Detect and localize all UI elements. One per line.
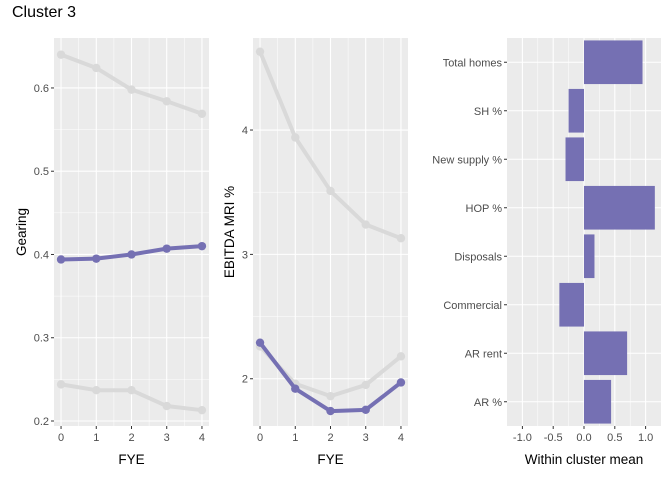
other-series-point (197, 405, 207, 415)
highlight-series-point (56, 255, 66, 264)
x-tick-label: 1 (292, 432, 298, 444)
highlight-series-point (197, 241, 207, 251)
y-axis-title: EBITDA MRI % (222, 186, 237, 278)
x-tick-label: 1 (93, 432, 99, 444)
highlight-series-point (361, 405, 370, 415)
other-series-point (361, 220, 370, 229)
x-axis-title: FYE (317, 452, 343, 467)
x-tick-label: 4 (199, 432, 205, 444)
bar (565, 137, 584, 182)
highlight-series-point (291, 384, 300, 393)
highlight-series-point (326, 406, 335, 416)
x-tick-label: 1.0 (638, 432, 653, 444)
highlight-series-point (396, 378, 406, 387)
x-axis-title: FYE (118, 452, 144, 467)
other-series-point (162, 97, 171, 106)
x-tick-label: 0.5 (607, 432, 622, 444)
category-label: New supply % (432, 154, 502, 166)
other-series-point (56, 50, 66, 59)
category-label: Disposals (454, 251, 502, 263)
y-tick-label: 0.2 (34, 416, 49, 428)
highlight-series-point (162, 244, 171, 253)
x-tick-label: -0.5 (544, 432, 563, 444)
y-tick-label: 0.6 (34, 83, 49, 95)
x-tick-label: 2 (128, 432, 134, 444)
category-label: SH % (474, 106, 502, 118)
chart-title: Cluster 3 (12, 4, 77, 21)
category-label: Total homes (443, 57, 503, 69)
bar (584, 234, 595, 279)
y-tick-label: 3 (242, 249, 248, 261)
bar (584, 185, 655, 230)
y-axis-title: Gearing (14, 208, 29, 256)
other-series-point (361, 380, 370, 390)
other-series-point (162, 401, 171, 411)
other-series-point (92, 63, 101, 73)
highlight-series-point (92, 254, 101, 263)
category-label: Commercial (443, 300, 502, 312)
other-series-point (396, 234, 406, 243)
other-series-point (127, 85, 136, 94)
other-series-point (326, 391, 335, 401)
other-series-point (326, 186, 335, 196)
category-label: HOP % (466, 203, 503, 215)
other-series-point (396, 352, 406, 361)
x-tick-label: 4 (398, 432, 404, 444)
other-series-point (291, 133, 300, 142)
highlight-series-point (127, 250, 136, 259)
x-tick-label: 0 (257, 432, 263, 444)
y-tick-label: 0.5 (34, 166, 49, 178)
y-tick-label: 2 (242, 374, 248, 386)
other-series-point (255, 47, 265, 56)
other-series-point (197, 109, 207, 118)
x-tick-label: 2 (327, 432, 333, 444)
other-series-point (92, 385, 101, 395)
x-axis-title: Within cluster mean (525, 452, 644, 467)
x-tick-label: 0 (58, 432, 64, 444)
bar (584, 331, 628, 376)
y-tick-label: 4 (242, 125, 248, 137)
x-tick-label: -1.0 (513, 432, 532, 444)
bar (584, 379, 612, 424)
x-tick-label: 3 (363, 432, 369, 444)
bar (584, 40, 643, 85)
y-tick-label: 0.3 (34, 333, 49, 345)
category-label: AR rent (465, 348, 502, 360)
other-series-point (127, 385, 136, 395)
ebitda-panel: 2 3 4 0 1 2 3 4 FYE EBITDA MRI % (222, 38, 408, 467)
highlight-series-point (255, 338, 265, 347)
bar (559, 282, 584, 327)
other-series-point (56, 380, 66, 389)
y-tick-label: 0.4 (34, 249, 49, 261)
gearing-panel: 0.2 0.3 0.4 0.5 0.6 0 1 2 3 4 FYE Gearing (14, 38, 209, 467)
category-label: AR % (474, 397, 502, 409)
x-tick-label: 0.0 (576, 432, 591, 444)
x-tick-label: 3 (164, 432, 170, 444)
bar (568, 88, 584, 133)
within-cluster-mean-panel: Total homes SH % New supply % HOP % Disposal… (432, 38, 661, 467)
